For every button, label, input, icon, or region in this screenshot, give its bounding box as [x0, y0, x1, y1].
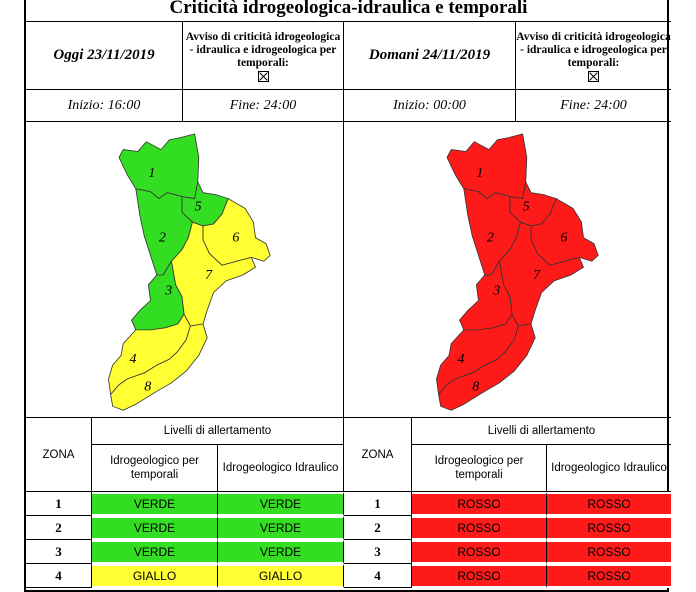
today_rows-row-zona: 3	[26, 540, 92, 564]
tomorrow_rows-row-v1: ROSSO	[412, 492, 547, 516]
today-zone-label-8: 8	[144, 380, 151, 395]
today-start: Inizio: 16:00	[26, 90, 183, 122]
tomorrow-zone-label-4: 4	[458, 352, 465, 367]
tomorrow-end: Fine: 24:00	[516, 90, 671, 122]
today-zone-7	[171, 221, 256, 327]
today_rows-row-zona: 2	[26, 516, 92, 540]
today-date: Oggi 23/11/2019	[26, 22, 183, 90]
tomorrow_rows-row-v2: ROSSO	[547, 540, 671, 564]
tomorrow_rows-row-zona: 2	[344, 516, 412, 540]
bulletin-sheet: Criticità idrogeologica-idraulica e temp…	[24, 0, 671, 592]
tomorrow-map: 1 2 3 4 5 6 7 8	[344, 122, 671, 418]
today-zone-1	[118, 133, 200, 199]
tomorrow-avviso-text: Avviso di criticità idrogeologica - idra…	[516, 31, 671, 69]
tomorrow_rows-row-v1: ROSSO	[412, 516, 547, 540]
today-zone-label-4: 4	[130, 352, 137, 367]
today_rows-row-v2: VERDE	[218, 516, 344, 540]
today_rows-row-zona: 4	[26, 564, 92, 588]
today-col1-header: Idrogeologico per temporali	[92, 445, 218, 492]
tomorrow-calabria-map: 1 2 3 4 5 6 7 8	[436, 133, 599, 411]
today-zone-label-6: 6	[232, 231, 239, 246]
tomorrow-start: Inizio: 00:00	[344, 90, 516, 122]
today_rows-row-v1: GIALLO	[92, 564, 218, 588]
tomorrow-zone-label-7: 7	[533, 268, 541, 283]
tomorrow-zone-8	[438, 323, 536, 411]
today-calabria-map: 1 2 3 4 5 6 7 8	[108, 133, 271, 411]
today-zona-header: ZONA	[26, 418, 92, 492]
today_rows-row-v1: VERDE	[92, 540, 218, 564]
tomorrow_rows-row-zona: 1	[344, 492, 412, 516]
tomorrow_rows-row-v2: ROSSO	[547, 564, 671, 588]
tomorrow-zona-header: ZONA	[344, 418, 412, 492]
today-zone-label-2: 2	[159, 231, 166, 246]
tomorrow-zone-label-2: 2	[487, 231, 494, 246]
tomorrow-col1-header: Idrogeologico per temporali	[412, 445, 547, 492]
today-end: Fine: 24:00	[183, 90, 344, 122]
tomorrow_rows-row-zona: 4	[344, 564, 412, 588]
tomorrow_rows-row-v1: ROSSO	[412, 540, 547, 564]
tomorrow-avviso: Avviso di criticità idrogeologica - idra…	[516, 22, 671, 90]
tomorrow-zone-label-3: 3	[492, 284, 500, 299]
today-zone-label-5: 5	[195, 199, 202, 214]
tomorrow-checkbox-icon	[588, 70, 599, 82]
tomorrow-zone-label-5: 5	[523, 199, 530, 214]
tomorrow-zone-label-1: 1	[476, 166, 483, 181]
today_rows-row-zona: 1	[26, 492, 92, 516]
today-livelli-header: Livelli di allertamento	[92, 418, 344, 445]
tomorrow_rows-row-v2: ROSSO	[547, 492, 671, 516]
today-zone-label-7: 7	[205, 268, 213, 283]
tomorrow_rows-row-zona: 3	[344, 540, 412, 564]
today_rows-row-v2: VERDE	[218, 540, 344, 564]
today-zone-8	[110, 323, 208, 411]
tomorrow-date: Domani 24/11/2019	[344, 22, 516, 90]
tomorrow-zone-1	[446, 133, 528, 199]
bulletin-title: Criticità idrogeologica-idraulica e temp…	[26, 0, 671, 22]
today_rows-row-v2: GIALLO	[218, 564, 344, 588]
tomorrow-zone-label-8: 8	[472, 380, 479, 395]
today_rows-row-v1: VERDE	[92, 516, 218, 540]
today_rows-row-v1: VERDE	[92, 492, 218, 516]
today-checkbox-icon	[257, 70, 269, 82]
today-col2-header: Idrogeologico Idraulico	[218, 445, 344, 492]
tomorrow_rows-row-v1: ROSSO	[412, 564, 547, 588]
today-map: 1 2 3 4 5 6 7 8	[26, 122, 344, 418]
tomorrow-col2-header: Idrogeologico Idraulico	[547, 445, 671, 492]
tomorrow-zone-7	[499, 221, 584, 327]
today-avviso-text: Avviso di criticità idrogeologica - idra…	[185, 31, 341, 69]
today-zone-label-3: 3	[164, 284, 172, 299]
tomorrow-zone-label-6: 6	[560, 231, 567, 246]
tomorrow-livelli-header: Livelli di allertamento	[412, 418, 671, 445]
today-zone-label-1: 1	[148, 166, 155, 181]
tomorrow_rows-row-v2: ROSSO	[547, 516, 671, 540]
today_rows-row-v2: VERDE	[218, 492, 344, 516]
today-avviso: Avviso di criticità idrogeologica - idra…	[183, 22, 344, 90]
